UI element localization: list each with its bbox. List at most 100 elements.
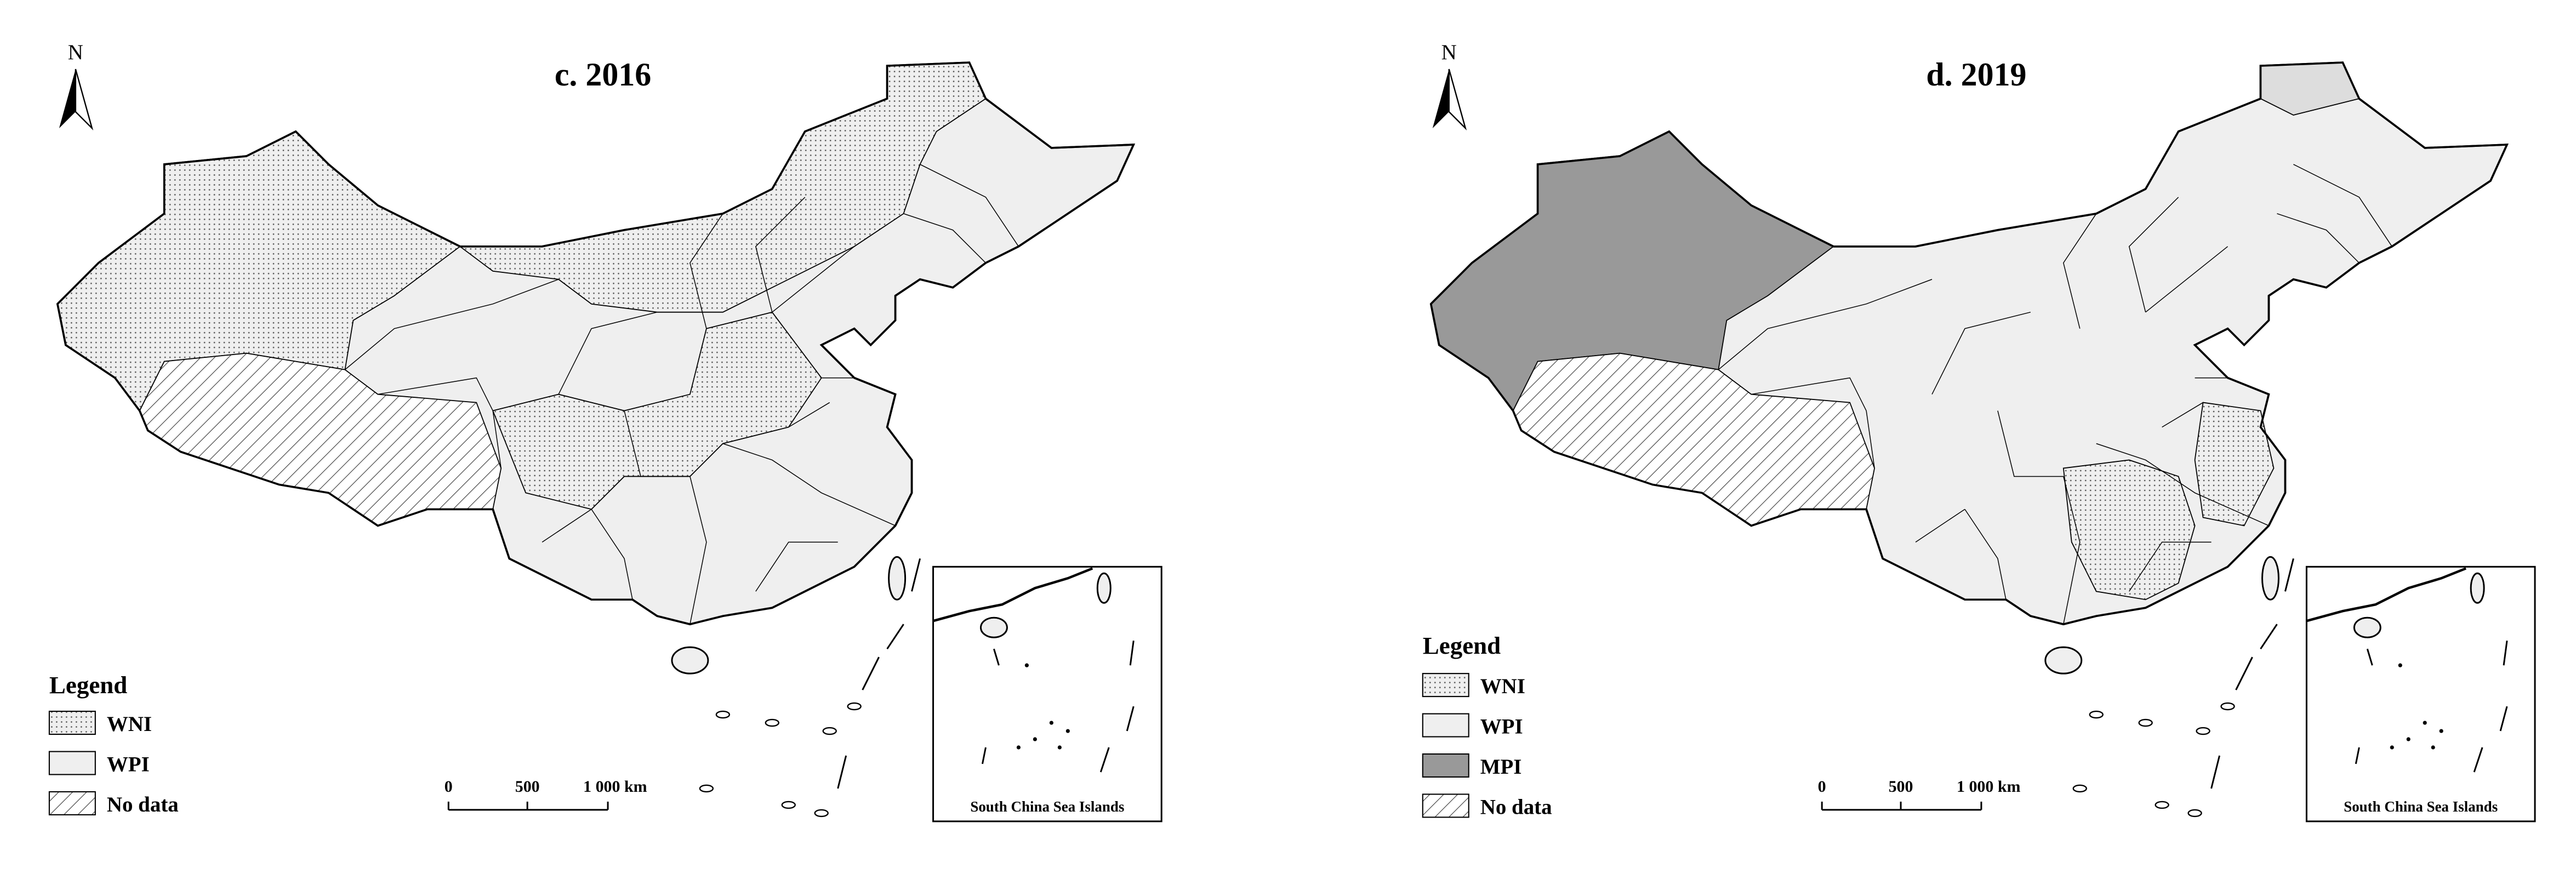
legend-label: WNI bbox=[1480, 675, 1525, 698]
province-border bbox=[2145, 246, 2229, 313]
province-border bbox=[1964, 509, 2007, 600]
island bbox=[2138, 718, 2153, 727]
boundary-dash bbox=[886, 624, 904, 650]
boundary-dash bbox=[2260, 624, 2278, 650]
island bbox=[699, 784, 714, 793]
inset-boundary bbox=[2503, 640, 2508, 666]
inset-island bbox=[1016, 745, 1021, 750]
map-title: c. 2016 bbox=[555, 56, 651, 93]
inset-island bbox=[1024, 663, 1029, 667]
hainan-island bbox=[2044, 646, 2083, 675]
inset-island bbox=[1065, 729, 1070, 733]
province-border bbox=[378, 377, 493, 411]
north-label: N bbox=[1441, 41, 1457, 64]
province-border bbox=[2062, 213, 2097, 329]
island bbox=[715, 710, 731, 719]
scale-label: 500 bbox=[515, 778, 540, 796]
island bbox=[2155, 801, 2169, 809]
inset-boundary bbox=[2355, 747, 2360, 764]
boundary-dash bbox=[837, 755, 847, 789]
north-arrow bbox=[75, 68, 94, 131]
inset-boundary bbox=[2499, 706, 2508, 732]
province-border bbox=[689, 476, 707, 625]
legend-swatch bbox=[1422, 753, 1469, 778]
taiwan-island bbox=[888, 556, 907, 601]
inset-taiwan bbox=[1096, 572, 1112, 604]
inset-boundary bbox=[1099, 747, 1110, 773]
boundary-dash bbox=[2284, 558, 2294, 592]
legend-label: MPI bbox=[1480, 755, 1522, 779]
map-panel: c. 2016 N Legend WNI WPI No data 0 500 1 000 km S… bbox=[48, 41, 1162, 822]
inset-coast bbox=[932, 567, 1093, 622]
province-border bbox=[558, 311, 658, 395]
province-border bbox=[2293, 164, 2392, 247]
province-border bbox=[542, 509, 592, 542]
scale-label: 0 bbox=[1818, 778, 1826, 796]
legend-title: Legend bbox=[49, 671, 127, 699]
legend-label: WPI bbox=[1480, 715, 1523, 739]
scale-label: 0 bbox=[444, 778, 453, 796]
inset-hainan bbox=[979, 616, 1008, 638]
region-south bbox=[2062, 459, 2196, 601]
legend-label: WNI bbox=[107, 712, 152, 736]
province-border bbox=[1997, 410, 2064, 477]
province-border bbox=[788, 402, 830, 428]
province-border bbox=[2129, 541, 2212, 592]
inset-boundary bbox=[2473, 747, 2483, 773]
boundary-dash bbox=[2210, 755, 2221, 789]
province-border bbox=[1751, 377, 1867, 411]
taiwan-island bbox=[2261, 556, 2279, 601]
inset-coast bbox=[2306, 567, 2467, 622]
region-center bbox=[492, 311, 822, 510]
legend-label: WPI bbox=[107, 752, 150, 776]
inset-island bbox=[2431, 745, 2435, 750]
province-border bbox=[689, 213, 723, 329]
island bbox=[781, 801, 796, 809]
legend-swatch bbox=[48, 711, 96, 735]
legend-swatch bbox=[1422, 713, 1469, 738]
island bbox=[765, 718, 779, 727]
province-border bbox=[903, 213, 986, 264]
inset-island bbox=[2398, 663, 2402, 667]
boundary-dash bbox=[911, 558, 921, 592]
island bbox=[2072, 784, 2087, 793]
province-border bbox=[1866, 410, 1875, 469]
china-outline-stroke bbox=[1429, 61, 2509, 626]
province-border bbox=[2063, 476, 2081, 625]
inset-island bbox=[1049, 721, 1053, 725]
island bbox=[822, 727, 837, 735]
inset-frame bbox=[932, 565, 1162, 822]
legend-swatch bbox=[48, 751, 96, 775]
island bbox=[2196, 727, 2210, 735]
province-border bbox=[344, 279, 559, 370]
legend-swatch bbox=[1422, 673, 1469, 698]
inset-island bbox=[1057, 745, 1062, 750]
legend-label: No data bbox=[1480, 795, 1552, 819]
map-title: d. 2019 bbox=[1926, 56, 2026, 93]
inset-taiwan bbox=[2470, 572, 2485, 604]
boundary-dash bbox=[2235, 656, 2253, 690]
island bbox=[2220, 702, 2235, 711]
scale-label: 1 000 km bbox=[1957, 778, 2021, 796]
inset-boundary bbox=[1129, 640, 1135, 666]
province-border bbox=[1915, 509, 1965, 542]
map-panel: d. 2019 N Legend WNI WPI MPI No data 0 500 1 000 … bbox=[1422, 41, 2536, 822]
island bbox=[2187, 809, 2202, 818]
province-border bbox=[492, 410, 501, 469]
province-border bbox=[1718, 279, 1933, 370]
province-border bbox=[772, 246, 855, 313]
inset-island bbox=[1033, 737, 1037, 741]
legend-title: Legend bbox=[1423, 632, 1501, 659]
inset-boundary bbox=[2366, 648, 2373, 666]
inset-label: South China Sea Islands bbox=[2344, 798, 2498, 815]
north-arrow bbox=[1448, 68, 1467, 131]
province-border bbox=[1931, 311, 2031, 395]
province-border bbox=[2162, 402, 2203, 428]
island bbox=[847, 702, 862, 711]
north-label: N bbox=[68, 41, 83, 64]
north-arrow bbox=[1432, 69, 1449, 128]
inset-boundary bbox=[993, 648, 1000, 666]
china-outline-stroke bbox=[56, 61, 1136, 626]
legend-label: No data bbox=[107, 793, 179, 816]
